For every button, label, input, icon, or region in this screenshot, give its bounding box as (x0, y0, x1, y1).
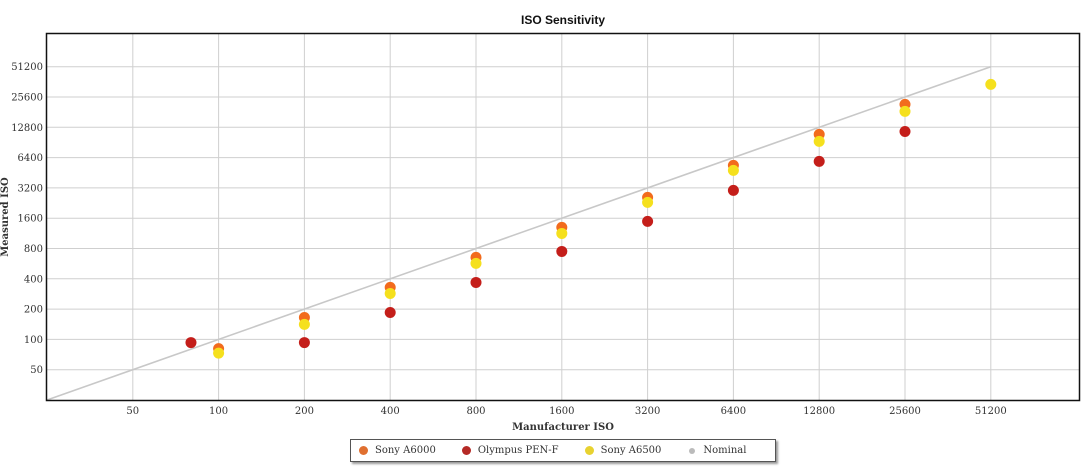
legend-item-nominal[interactable]: Nominal (687, 445, 746, 456)
y-tick-label: 100 (24, 335, 43, 346)
legend-item-sony-a6500[interactable]: Sony A6500 (584, 445, 662, 456)
data-point-sony-a6500 (298, 318, 310, 330)
x-tick-label: 25600 (889, 406, 921, 417)
data-point-olympus-pen-f (642, 215, 654, 227)
data-point-olympus-pen-f (384, 307, 396, 319)
y-axis-label: Measured ISO (0, 177, 11, 257)
data-point-olympus-pen-f (470, 276, 482, 288)
y-tick-label: 800 (24, 244, 43, 255)
legend-marker-sony-a6500 (584, 446, 594, 455)
data-point-sony-a6500 (985, 78, 997, 90)
data-point-sony-a6500 (384, 287, 396, 299)
data-point-olympus-pen-f (899, 125, 911, 137)
legend: Sony A6000 Olympus PEN-F Sony A6500 Nomi… (350, 439, 776, 462)
y-tick-label: 3200 (18, 183, 43, 194)
series-line-nominal (46, 65, 992, 401)
x-tick-label: 200 (295, 406, 314, 417)
x-axis-label: Manufacturer ISO (512, 422, 614, 433)
y-tick-label: 25600 (11, 93, 43, 104)
points-layer (185, 78, 997, 359)
nominal-line-layer (46, 65, 992, 401)
y-tick-label: 6400 (18, 153, 43, 164)
legend-label: Olympus PEN-F (477, 445, 559, 456)
data-point-olympus-pen-f (727, 184, 739, 196)
x-tick-label: 3200 (635, 406, 660, 417)
x-tick-label: 100 (209, 406, 228, 417)
y-tick-label: 50 (30, 365, 43, 376)
data-point-olympus-pen-f (298, 337, 310, 349)
y-tick-label: 1600 (18, 214, 43, 225)
legend-marker-nominal (689, 447, 696, 454)
data-point-sony-a6500 (899, 105, 911, 117)
x-tick-label: 400 (381, 406, 400, 417)
y-tick-label: 400 (24, 274, 43, 285)
data-point-sony-a6500 (642, 196, 654, 208)
legend-marker-olympus-pen-f (461, 446, 471, 455)
data-point-sony-a6500 (556, 227, 568, 239)
y-tick-label: 200 (24, 305, 43, 316)
y-tick-labels: 50 100 200 400 800 1600 3200 6400 12800 25600 5120… (11, 62, 43, 376)
plot-frame (45, 32, 1081, 402)
legend-label: Nominal (703, 445, 747, 456)
x-tick-label: 12800 (803, 406, 835, 417)
y-tick-label: 51200 (11, 62, 43, 73)
x-tick-label: 51200 (975, 406, 1007, 417)
legend-label: Sony A6500 (600, 445, 662, 456)
data-point-olympus-pen-f (185, 337, 197, 349)
legend-item-sony-a6000[interactable]: Sony A6000 (359, 445, 436, 456)
legend-label: Sony A6000 (375, 445, 436, 456)
data-point-sony-a6500 (727, 164, 739, 176)
x-tick-label: 800 (466, 406, 485, 417)
x-tick-label: 50 (126, 406, 139, 417)
y-tick-label: 12800 (11, 123, 43, 134)
x-tick-labels: 50 100 200 400 800 1600 3200 6400 12800 25600 5120… (126, 406, 1006, 417)
data-point-sony-a6500 (213, 347, 225, 359)
legend-marker-sony-a6000 (359, 446, 368, 455)
legend-item-olympus-pen-f[interactable]: Olympus PEN-F (461, 445, 559, 456)
data-point-olympus-pen-f (556, 245, 568, 257)
x-tick-label: 1600 (549, 406, 574, 417)
iso-sensitivity-chart: ISO Sensitivity 50 100 200 400 800 1600 3200 64… (0, 13, 1081, 433)
data-point-sony-a6500 (470, 257, 482, 269)
data-point-olympus-pen-f (813, 155, 825, 167)
x-tick-label: 6400 (721, 406, 746, 417)
data-point-sony-a6500 (813, 135, 825, 147)
chart-title: ISO Sensitivity (521, 13, 605, 27)
